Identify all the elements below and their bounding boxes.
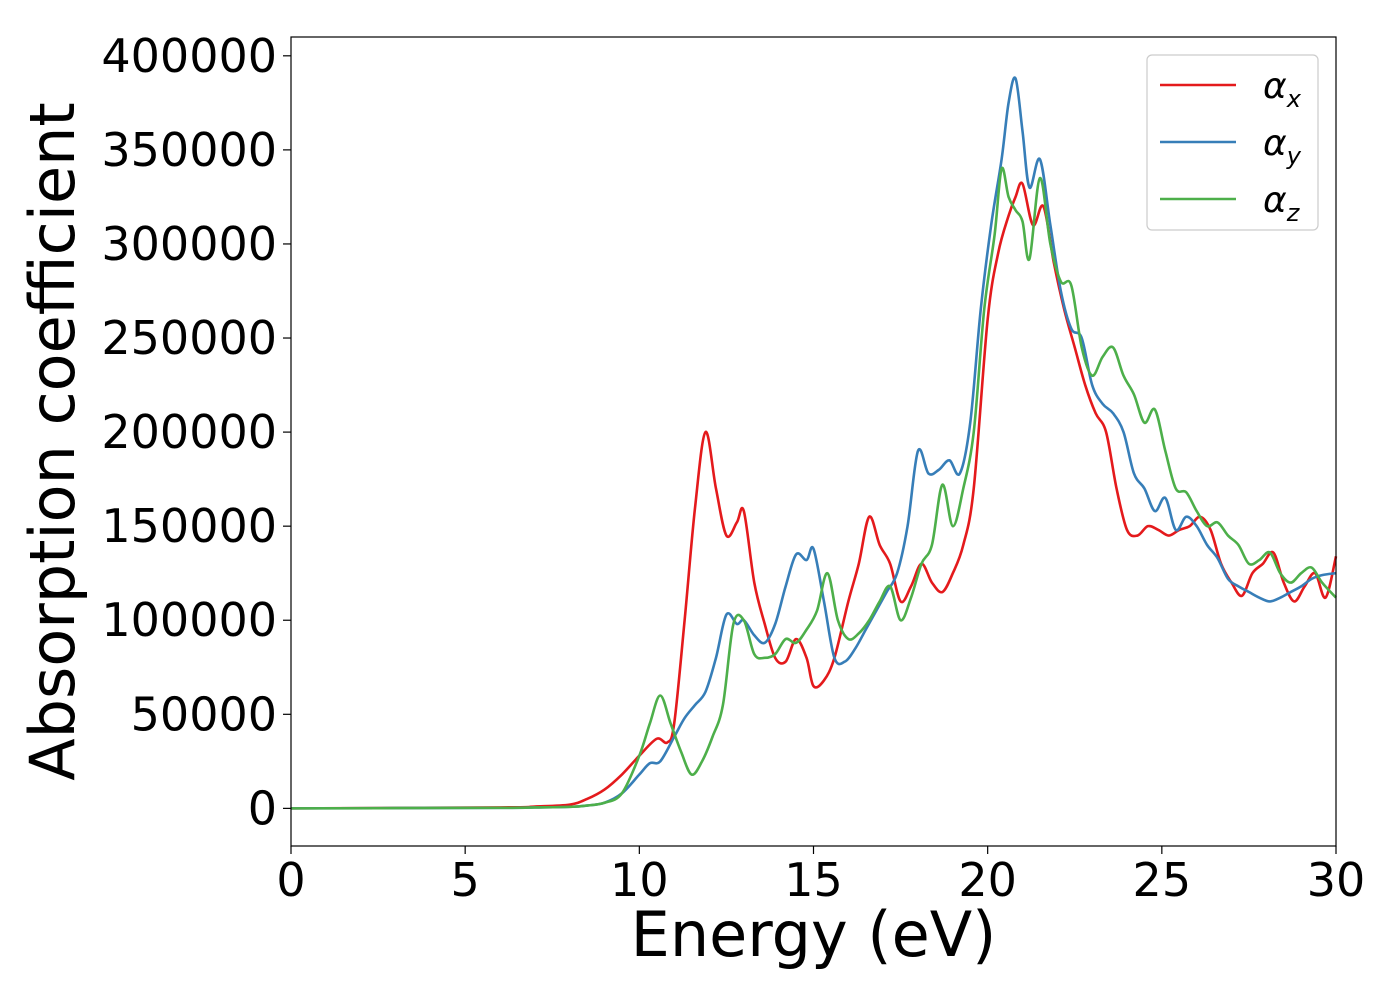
y-tick-label: 0 [248,781,277,835]
x-tick-label: 5 [451,853,480,907]
x-tick-label: 15 [784,853,843,907]
y-tick-label: 350000 [101,123,277,177]
x-axis: 0 5 10 15 20 25 30 [276,846,1365,907]
x-axis-title: Energy (eV) [631,898,997,971]
y-tick-label: 50000 [131,687,277,741]
x-tick-label: 30 [1307,853,1366,907]
series-line-x [290,181,1338,810]
series-line-y [290,76,1337,810]
x-tick-label: 10 [610,853,669,907]
y-tick-label: 400000 [101,29,277,83]
x-tick-label: 20 [958,853,1017,907]
y-axis: 0 50000 100000 150000 200000 250000 300000 3500… [101,29,291,835]
x-tick-label: 0 [276,853,305,907]
y-tick-label: 250000 [101,311,277,365]
y-tick-label: 100000 [101,593,277,647]
y-tick-label: 300000 [101,217,277,271]
y-tick-label: 200000 [101,405,277,459]
series-layer [290,76,1338,810]
y-axis-title: Absorption coefficient [16,102,89,781]
series-line-z [290,166,1337,810]
y-tick-label: 150000 [101,499,277,553]
x-tick-label: 25 [1133,853,1192,907]
